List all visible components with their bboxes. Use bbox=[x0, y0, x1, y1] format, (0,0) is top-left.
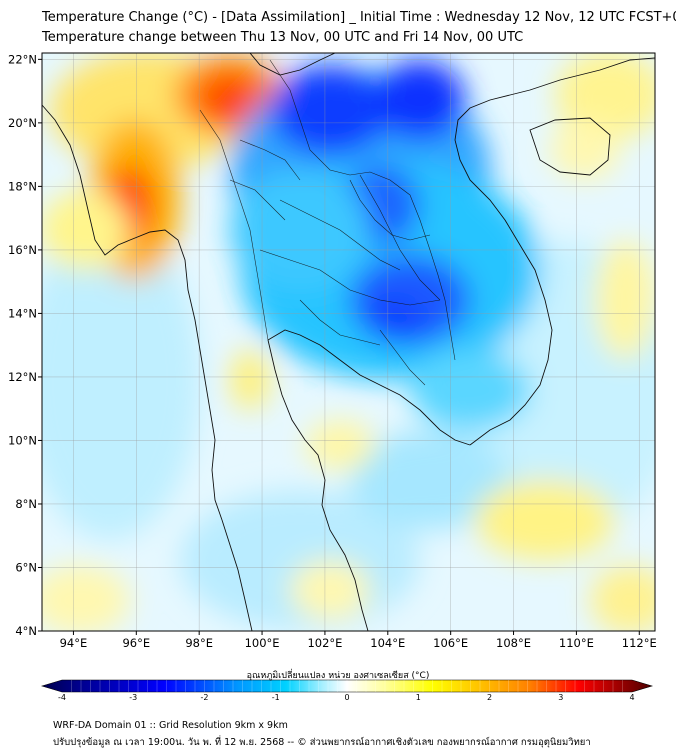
admin-borders bbox=[199, 59, 456, 386]
footer-credit: ปรับปรุงข้อมูล ณ เวลา 19:00น. วัน พ. ที่… bbox=[53, 737, 591, 748]
lat-tick-label: 18°N bbox=[8, 179, 37, 193]
lat-tick-label: 4°N bbox=[15, 624, 37, 638]
colorbar-tick-label: 3 bbox=[558, 693, 564, 702]
lon-tick-label: 98°E bbox=[185, 636, 213, 650]
lon-tick-label: 106°E bbox=[433, 636, 468, 650]
colorbar-tick-label: 0 bbox=[344, 693, 350, 702]
footer-model-info: WRF-DA Domain 01 :: Grid Resolution 9km … bbox=[53, 720, 288, 731]
colorbar-tick-label: 4 bbox=[629, 693, 635, 702]
lat-tick-label: 20°N bbox=[8, 116, 37, 130]
lon-tick-label: 96°E bbox=[122, 636, 150, 650]
colorbar-tick-label: 1 bbox=[415, 693, 421, 702]
lon-tick-label: 100°E bbox=[245, 636, 280, 650]
map-title: Temperature Change (°C) - [Data Assimila… bbox=[42, 10, 676, 25]
lon-axis: 94°E 96°E 98°E 100°E 102°E 104°E 106°E 108°E 110… bbox=[60, 631, 657, 650]
map-subtitle: Temperature change between Thu 13 Nov, 0… bbox=[42, 30, 524, 45]
coastlines bbox=[42, 53, 655, 631]
lat-tick-label: 12°N bbox=[8, 370, 37, 384]
lat-tick-label: 14°N bbox=[8, 306, 37, 320]
lat-tick-label: 10°N bbox=[8, 433, 37, 447]
lat-tick-label: 6°N bbox=[15, 560, 37, 574]
lon-tick-label: 104°E bbox=[370, 636, 405, 650]
colorbar-label: อุณหภูมิเปลี่ยนแปลง หน่วย องศาเซลเซียส (… bbox=[246, 671, 430, 681]
lat-tick-label: 16°N bbox=[8, 243, 37, 257]
lon-tick-label: 94°E bbox=[60, 636, 88, 650]
colorbar bbox=[40, 679, 654, 693]
colorbar-tick-label: -1 bbox=[271, 693, 280, 702]
lat-tick-label: 22°N bbox=[8, 52, 37, 66]
lon-tick-label: 110°E bbox=[559, 636, 594, 650]
lon-tick-label: 112°E bbox=[622, 636, 657, 650]
temperature-field bbox=[42, 53, 655, 631]
colorbar-tick-label: -2 bbox=[200, 693, 209, 702]
colorbar-tick-label: -4 bbox=[58, 693, 66, 702]
lon-tick-label: 102°E bbox=[307, 636, 342, 650]
lon-tick-label: 108°E bbox=[496, 636, 531, 650]
colorbar-tick-label: -3 bbox=[129, 693, 138, 702]
colorbar-tick-label: 2 bbox=[486, 693, 493, 702]
lat-tick-label: 8°N bbox=[15, 497, 37, 511]
lat-axis: 22°N 20°N 18°N 16°N 14°N 12°N 10°N 8°N 6°N 4°N bbox=[8, 52, 42, 638]
